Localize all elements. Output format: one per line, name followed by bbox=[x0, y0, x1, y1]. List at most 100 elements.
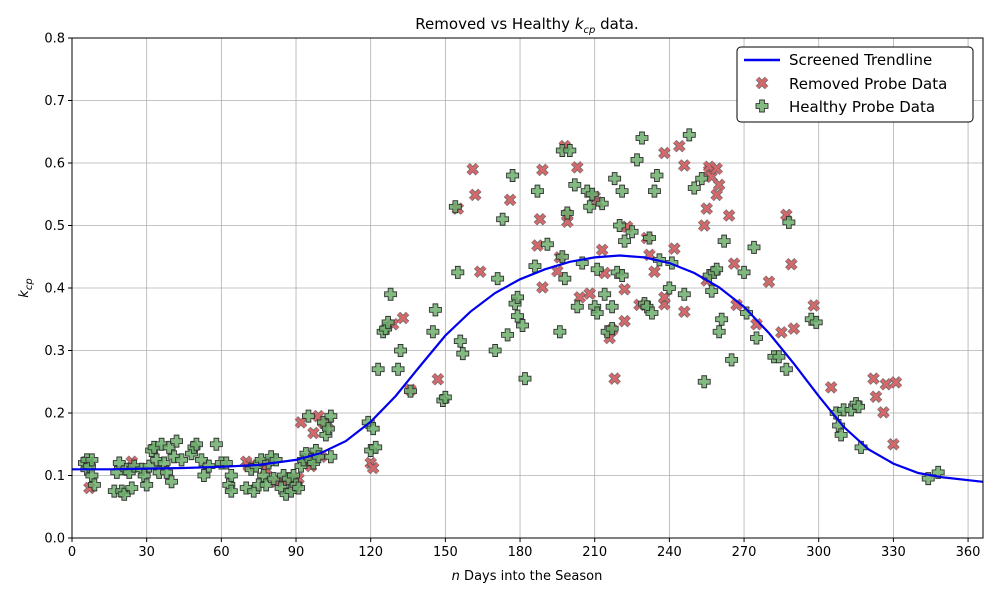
healthy-point bbox=[598, 287, 612, 301]
healthy-point bbox=[570, 300, 584, 314]
x-tick-label: 210 bbox=[582, 545, 607, 560]
healthy-point bbox=[448, 200, 462, 214]
healthy-point bbox=[710, 262, 724, 276]
removed-point bbox=[750, 317, 763, 331]
y-tick-label: 0.8 bbox=[44, 32, 65, 47]
y-tick-label: 0.7 bbox=[44, 94, 65, 109]
x-tick-label: 360 bbox=[956, 545, 981, 560]
removed-point bbox=[787, 322, 801, 335]
healthy-point bbox=[366, 422, 380, 436]
healthy-point bbox=[209, 437, 223, 451]
removed-point bbox=[570, 161, 584, 174]
removed-point bbox=[697, 219, 711, 232]
healthy-point bbox=[175, 453, 188, 467]
removed-point bbox=[877, 406, 890, 419]
healthy-point bbox=[618, 234, 632, 248]
removed-point bbox=[658, 146, 671, 160]
x-tick-label: 240 bbox=[657, 545, 682, 560]
healthy-point bbox=[590, 306, 604, 320]
healthy-point bbox=[125, 481, 139, 495]
healthy-point bbox=[715, 312, 729, 326]
healthy-point bbox=[506, 169, 520, 182]
healthy-point bbox=[750, 331, 763, 345]
healthy-point bbox=[518, 372, 532, 386]
removed-point bbox=[730, 298, 743, 312]
x-tick-label: 120 bbox=[358, 545, 383, 560]
healthy-point bbox=[155, 437, 169, 451]
healthy-point bbox=[453, 334, 467, 348]
healthy-point bbox=[677, 287, 691, 301]
healthy-point bbox=[560, 206, 574, 220]
y-tick-label: 0.6 bbox=[44, 157, 65, 172]
healthy-point bbox=[705, 284, 719, 298]
healthy-point bbox=[615, 184, 629, 198]
healthy-point bbox=[224, 469, 238, 482]
plot-frame bbox=[71, 37, 984, 539]
healthy-point bbox=[426, 325, 440, 339]
y-axis-label-symbol: k bbox=[17, 290, 32, 298]
removed-point bbox=[608, 372, 621, 385]
x-axis-label: n Days into the Season bbox=[452, 569, 603, 584]
healthy-point bbox=[931, 465, 945, 479]
healthy-point bbox=[585, 187, 599, 201]
removed-point bbox=[722, 209, 736, 222]
x-tick-label: 30 bbox=[138, 545, 155, 560]
removed-point bbox=[879, 377, 893, 391]
removed-point bbox=[551, 264, 564, 278]
healthy-point bbox=[605, 300, 619, 314]
x-tick-label: 0 bbox=[68, 545, 76, 560]
healthy-point bbox=[167, 450, 181, 464]
removed-point bbox=[473, 265, 487, 279]
healthy-point bbox=[645, 306, 659, 320]
removed-point bbox=[824, 381, 838, 394]
healthy-point bbox=[613, 219, 627, 232]
legend-box bbox=[736, 46, 974, 123]
removed-point bbox=[678, 305, 691, 319]
removed-point bbox=[536, 281, 549, 294]
healthy-point bbox=[219, 456, 233, 470]
removed-point bbox=[503, 193, 517, 207]
removed-point bbox=[785, 257, 798, 271]
healthy-point bbox=[321, 422, 335, 436]
legend-label-healthy: Healthy Probe Data bbox=[789, 98, 935, 116]
healthy-point bbox=[511, 290, 524, 304]
legend-healthy-marker bbox=[755, 99, 769, 113]
x-axis-label-var: n bbox=[452, 569, 460, 584]
healthy-point bbox=[381, 315, 395, 329]
removed-point bbox=[536, 163, 549, 177]
removed-point bbox=[366, 461, 380, 475]
y-axis-label-sub: cp bbox=[24, 278, 35, 290]
healthy-point bbox=[540, 237, 554, 251]
healthy-point bbox=[267, 472, 281, 486]
removed-point bbox=[294, 416, 308, 429]
healthy-point bbox=[117, 487, 131, 501]
removed-point bbox=[431, 372, 445, 386]
healthy-point bbox=[682, 128, 696, 142]
title-symbol-sub: cp bbox=[584, 25, 596, 36]
healthy-point bbox=[553, 325, 567, 339]
title-symbol: k bbox=[575, 15, 585, 33]
healthy-point bbox=[747, 240, 761, 254]
healthy-point bbox=[170, 434, 183, 448]
healthy-point bbox=[615, 269, 629, 282]
removed-point bbox=[807, 299, 821, 312]
legend-removed-x bbox=[755, 76, 769, 90]
removed-point bbox=[595, 243, 609, 257]
healthy-point bbox=[595, 197, 609, 211]
healthy-point bbox=[531, 184, 544, 198]
removed-point bbox=[668, 242, 681, 255]
removed-point bbox=[648, 265, 661, 279]
healthy-point bbox=[324, 450, 338, 464]
removed-point bbox=[533, 212, 547, 226]
healthy-point bbox=[292, 481, 305, 495]
y-tick-label: 0.0 bbox=[44, 532, 65, 547]
healthy-point bbox=[224, 484, 238, 498]
healthy-point bbox=[779, 362, 793, 376]
y-axis-label: kcp bbox=[17, 278, 35, 297]
healthy-point bbox=[625, 225, 639, 239]
x-axis-ticks: 0 30 60 90 120 150 180 210 240 270 300 330 360 bbox=[68, 538, 981, 560]
healthy-point bbox=[558, 272, 572, 286]
healthy-point bbox=[501, 328, 515, 342]
healthy-point bbox=[496, 212, 510, 226]
